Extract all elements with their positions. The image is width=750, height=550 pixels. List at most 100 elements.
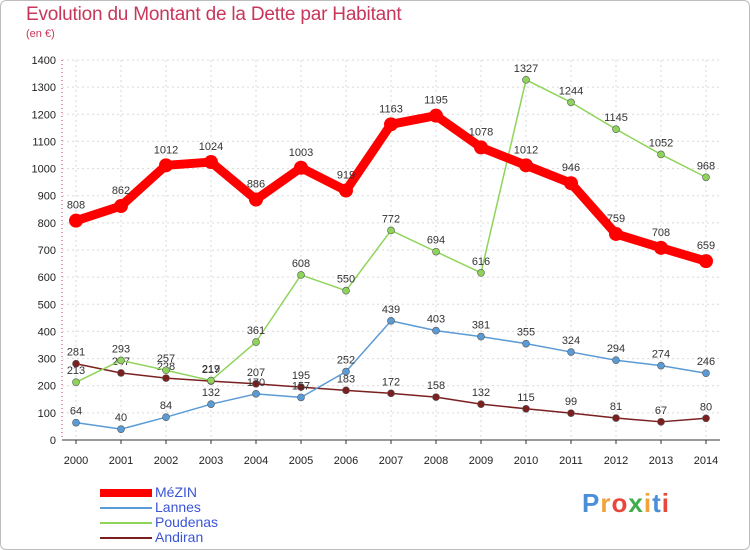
data-point [72,359,80,368]
x-tick-label: 2000 [64,455,88,467]
data-label: 293 [112,343,130,355]
data-label: 772 [382,213,400,225]
legend-label-poudenas: Poudenas [155,514,219,530]
data-label: 694 [427,235,445,247]
data-point [519,158,533,173]
data-label: 274 [652,349,670,361]
x-tick-label: 2014 [694,455,718,467]
x-tick-label: 2008 [424,455,448,467]
data-point [477,268,485,277]
chart-title: Evolution du Montant de la Dette par Hab… [26,4,402,25]
data-point [432,247,440,256]
data-label: 207 [247,367,265,379]
data-point [387,389,395,398]
data-label: 355 [517,327,535,339]
data-label: 708 [652,227,670,239]
y-tick-label: 400 [38,326,56,338]
y-tick-label: 800 [38,218,56,230]
x-tick-label: 2013 [649,455,673,467]
data-label: 1244 [559,85,583,97]
logo-letter: i [661,488,670,518]
y-tick-label: 200 [38,381,56,393]
legend-item-lannes: Lannes [100,499,260,516]
data-label: 257 [157,353,175,365]
y-tick-label: 600 [38,272,56,284]
data-point [114,199,128,214]
data-label: 157 [292,380,310,392]
y-tick-label: 100 [38,408,56,420]
data-point [72,418,80,427]
legend-swatch-poudenas [100,522,152,524]
data-point [432,393,440,401]
data-label: 1003 [289,147,313,159]
y-tick-label: 1100 [32,136,56,148]
y-tick-label: 900 [38,191,56,203]
proxiti-logo: Proxiti [582,488,670,519]
data-point [297,393,305,402]
x-tick-label: 2004 [244,455,268,467]
data-point [477,400,485,408]
data-label: 1163 [379,103,403,115]
y-tick-label: 1000 [32,164,56,176]
data-point [432,326,440,335]
data-point [252,390,260,398]
data-label: 40 [115,412,127,424]
x-tick-label: 2012 [604,455,628,467]
data-point [474,140,488,155]
data-point [522,76,530,84]
x-tick-label: 2001 [109,455,133,467]
legend-item-poudenas: Poudenas [100,514,260,531]
legend-label-mezin: MéZIN [155,484,197,500]
data-label: 132 [202,387,220,399]
legend-swatch-andiran [100,537,152,539]
data-label: 946 [562,162,580,174]
data-label: 1012 [514,144,538,156]
data-label: 324 [562,335,580,347]
y-tick-label: 1300 [32,82,56,94]
legend-label-andiran: Andiran [155,529,204,545]
data-label: 252 [337,355,355,367]
data-label: 361 [247,325,265,337]
data-label: 919 [337,170,355,182]
data-point [702,414,710,423]
data-label: 183 [337,373,355,385]
x-tick-label: 2003 [199,455,223,467]
data-point [204,155,218,170]
data-label: 886 [247,179,265,191]
data-point [612,414,620,422]
data-point [657,150,665,159]
data-point [477,332,485,341]
data-label: 403 [427,314,445,326]
data-label: 115 [517,392,535,404]
legend-item-andiran: Andiran [100,529,260,546]
logo-letter: i [643,488,653,518]
data-point [72,378,80,386]
data-label: 294 [607,343,625,355]
legend-swatch-mezin [100,489,152,497]
data-point [252,338,260,346]
data-label: 968 [697,160,715,172]
data-label: 67 [655,405,667,417]
data-point [117,425,125,433]
data-label: 132 [472,387,490,399]
data-point [612,356,620,365]
data-label: 1024 [199,141,223,153]
y-tick-label: 300 [38,354,56,366]
chart-subtitle: (en €) [26,28,55,40]
y-tick-label: 700 [38,245,56,257]
data-label: 80 [700,401,712,413]
data-point [342,367,350,376]
data-point [162,413,170,422]
data-point [612,125,620,134]
data-point [657,361,665,370]
data-point [342,386,350,395]
data-label: 246 [697,356,715,368]
data-point [699,254,713,269]
y-tick-label: 0 [50,435,56,447]
data-label: 1012 [154,144,178,156]
data-label: 172 [382,376,400,388]
data-point [564,176,578,191]
data-label: 550 [337,274,355,286]
data-point [522,404,530,413]
